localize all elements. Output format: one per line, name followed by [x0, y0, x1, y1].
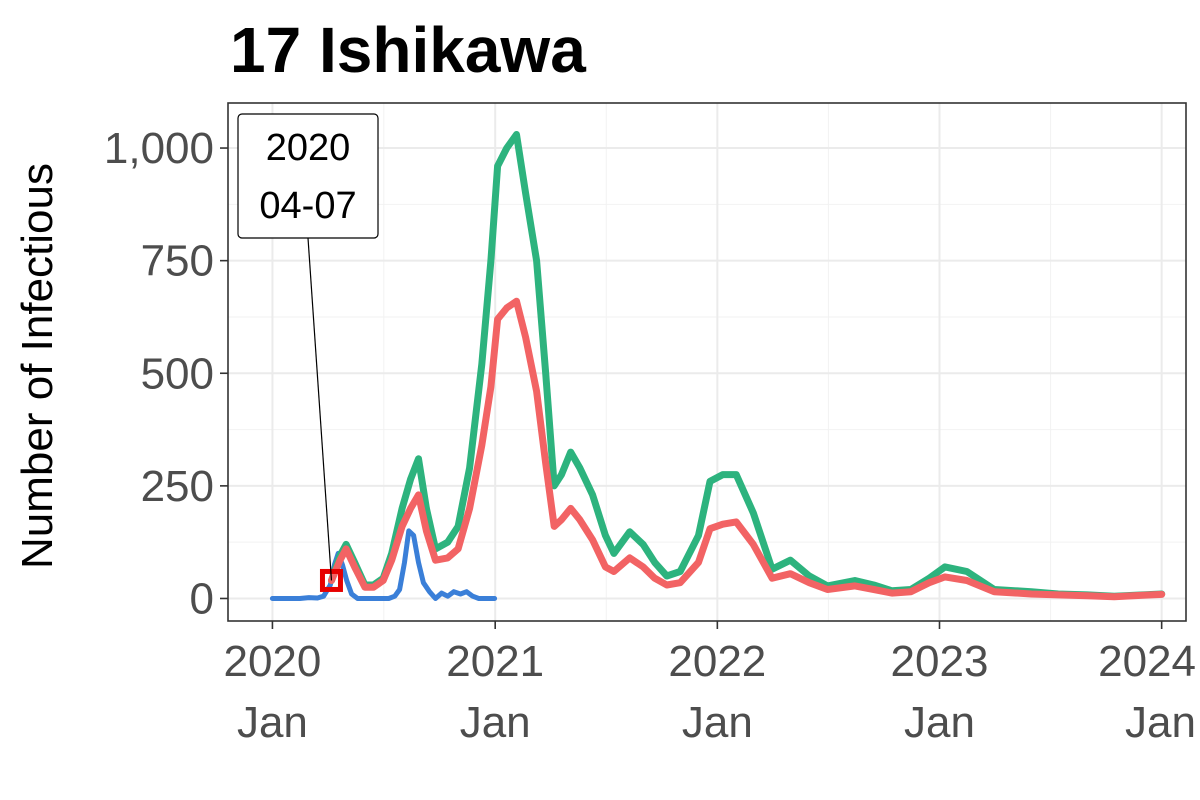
x-tick-label-year: 2023 — [891, 637, 989, 686]
series-line-3 — [269, 528, 498, 601]
x-tick-label-month: Jan — [460, 698, 531, 747]
y-tick-label: 500 — [141, 349, 214, 398]
x-tick-label-year: 2022 — [668, 637, 766, 686]
annotation-text: 2020 — [266, 127, 351, 169]
y-axis: 0 250 500 750 1,000 — [104, 124, 228, 623]
grid-minor — [228, 103, 1186, 621]
x-tick-label-year: 2020 — [223, 637, 321, 686]
x-tick-label-month: Jan — [237, 698, 308, 747]
y-tick-label: 250 — [141, 462, 214, 511]
grid-major — [228, 103, 1186, 621]
y-tick-label: 0 — [190, 574, 214, 623]
x-tick-label-month: Jan — [1125, 698, 1196, 747]
annotation-layer: 2020 04-07 — [237, 113, 379, 581]
x-tick-label-year: 2021 — [446, 637, 544, 686]
annotation-leader — [307, 237, 333, 581]
plot-panel-border — [227, 102, 1187, 622]
highlight-marker — [319, 568, 343, 592]
annotation-box — [237, 113, 379, 239]
series-layer — [269, 131, 1166, 601]
x-tick-label-month: Jan — [904, 698, 975, 747]
x-tick-label-year: 2024 — [1098, 637, 1196, 686]
y-tick-label: 750 — [141, 237, 214, 286]
annotation-text: 04-07 — [259, 185, 356, 227]
y-tick-label: 1,000 — [104, 124, 214, 173]
x-axis: 2020 Jan 2021 Jan 2022 Jan 2023 Jan 2024 Jan — [223, 621, 1196, 747]
y-axis-label: Number of Infectious — [13, 163, 62, 569]
chart-title: 17 Ishikawa — [230, 14, 586, 86]
series-line-2 — [328, 297, 1166, 601]
x-tick-label-month: Jan — [682, 698, 753, 747]
